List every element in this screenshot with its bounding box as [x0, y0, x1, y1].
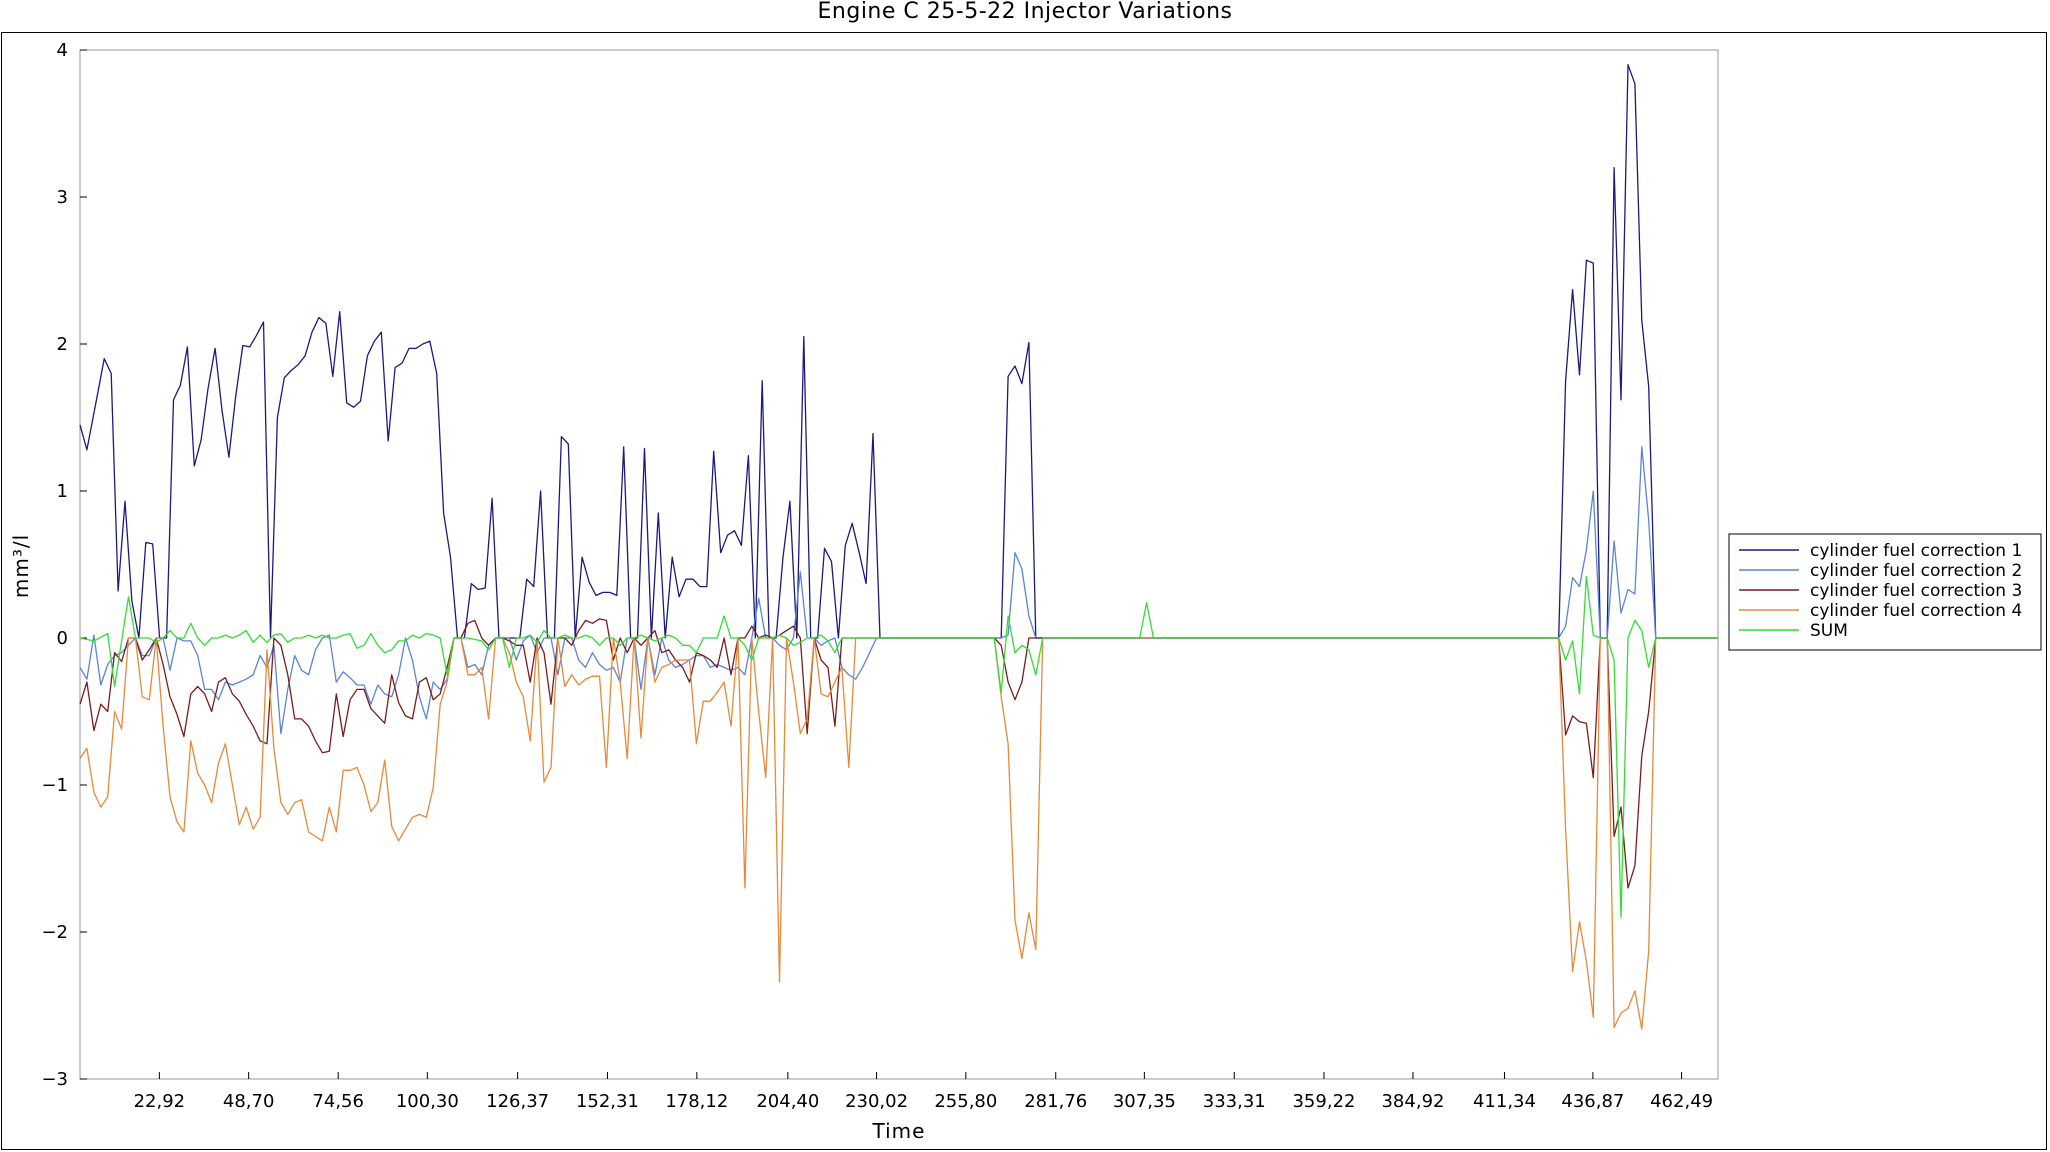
y-tick-label: −1	[41, 775, 68, 796]
x-tick-label: 333,31	[1203, 1091, 1266, 1112]
y-tick-label: 4	[57, 40, 68, 61]
legend-entry: SUM	[1810, 621, 1848, 641]
x-tick-label: 74,56	[312, 1091, 364, 1112]
x-tick-label: 307,35	[1113, 1091, 1176, 1112]
chart-frame	[1, 32, 2047, 1150]
y-tick-label: 2	[57, 334, 68, 355]
x-tick-label: 178,12	[665, 1091, 728, 1112]
x-tick-label: 152,31	[576, 1091, 639, 1112]
x-tick-label: 384,92	[1381, 1091, 1444, 1112]
x-tick-label: 359,22	[1292, 1091, 1355, 1112]
legend-entry: cylinder fuel correction 4	[1810, 601, 2022, 621]
x-tick-label: 411,34	[1473, 1091, 1536, 1112]
x-tick-label: 436,87	[1561, 1091, 1624, 1112]
series-line-5	[79, 575, 1718, 918]
y-tick-label: 0	[57, 628, 68, 649]
y-tick-label: 3	[57, 187, 68, 208]
chart-title: Engine C 25-5-22 Injector Variations	[817, 0, 1233, 24]
legend-entry: cylinder fuel correction 1	[1810, 541, 2022, 561]
y-tick-label: −3	[41, 1069, 68, 1090]
x-tick-label: 204,40	[756, 1091, 819, 1112]
x-axis-title: Time	[872, 1119, 926, 1143]
y-axis-title: mm³/l	[9, 534, 33, 598]
y-tick-label: 1	[57, 481, 68, 502]
x-tick-label: 255,80	[934, 1091, 997, 1112]
x-tick-label: 462,49	[1650, 1091, 1713, 1112]
x-tick-label: 48,70	[223, 1091, 275, 1112]
legend-entry: cylinder fuel correction 2	[1810, 561, 2022, 581]
x-tick-label: 22,92	[134, 1091, 186, 1112]
x-tick-label: 281,76	[1024, 1091, 1087, 1112]
legend-entry: cylinder fuel correction 3	[1810, 581, 2022, 601]
y-axis: 4 3 2 1 0 −1 −2 −3	[41, 40, 87, 1090]
x-axis: 22,92 48,70 74,56 100,30 126,37 152,31 178,12 2…	[134, 1072, 1713, 1112]
plot-area	[79, 49, 1719, 1080]
y-tick-label: −2	[41, 922, 68, 943]
x-tick-label: 126,37	[486, 1091, 549, 1112]
x-tick-label: 230,02	[845, 1091, 908, 1112]
x-tick-label: 100,30	[396, 1091, 459, 1112]
series-layer	[79, 64, 1718, 1030]
